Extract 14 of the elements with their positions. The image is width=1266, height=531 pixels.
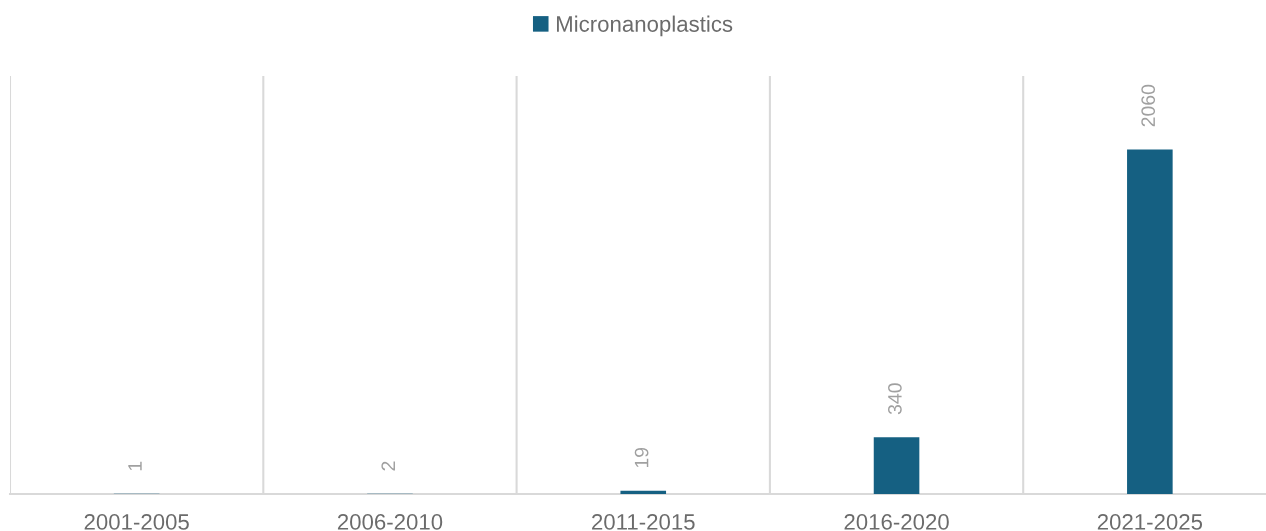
data-label: 1 xyxy=(128,461,142,471)
x-tick-label: 2011-2015 xyxy=(592,514,695,530)
x-tick-label: 2006-2010 xyxy=(337,514,443,530)
data-label: 2060 xyxy=(1141,84,1156,127)
bar xyxy=(873,437,920,494)
data-label: 340 xyxy=(888,383,902,415)
bar xyxy=(1127,149,1173,494)
x-tick-label: 2021-2025 xyxy=(1097,514,1203,530)
data-label: 2 xyxy=(381,461,395,471)
legend-label: Micronanoplastics xyxy=(557,15,733,37)
x-tick-label: 2001-2005 xyxy=(84,514,189,530)
bar xyxy=(620,490,667,494)
data-label: 19 xyxy=(634,447,649,468)
x-tick-label: 2016-2020 xyxy=(844,514,949,530)
